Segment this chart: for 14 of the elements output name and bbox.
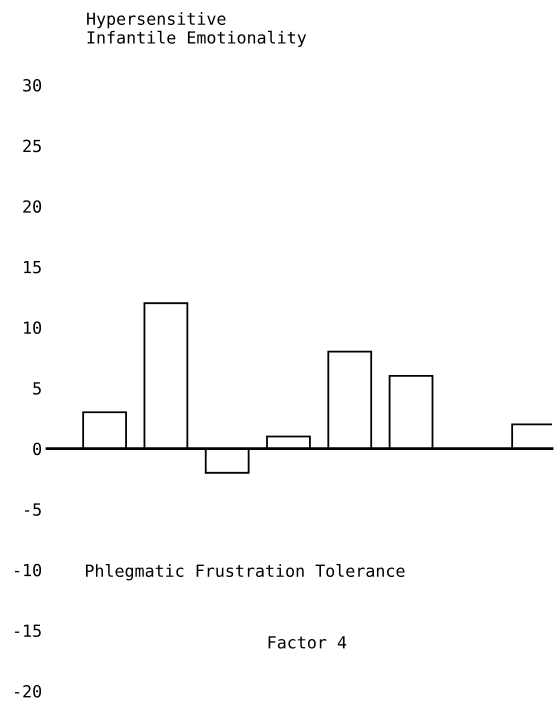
- y-tick-label: -10: [14, 564, 42, 576]
- chart-title: Hypersensitive Infantile Emotionality: [87, 12, 306, 47]
- y-tick-label: 30: [23, 79, 42, 92]
- y-tick-label: 10: [24, 321, 42, 334]
- annotation: Phlegmatic Frustration Tolerance: [86, 564, 404, 580]
- y-tick-label: 20: [23, 200, 42, 213]
- y-tick-label: 15: [24, 261, 41, 274]
- y-tick-label: 0: [33, 442, 42, 456]
- annotation: Factor 4: [268, 636, 346, 649]
- y-tick-label: -15: [14, 624, 41, 638]
- y-tick-label: -20: [14, 685, 42, 698]
- y-tick-label: 25: [23, 140, 41, 152]
- y-tick-label: 5: [33, 382, 41, 395]
- y-tick-label: -5: [24, 503, 41, 516]
